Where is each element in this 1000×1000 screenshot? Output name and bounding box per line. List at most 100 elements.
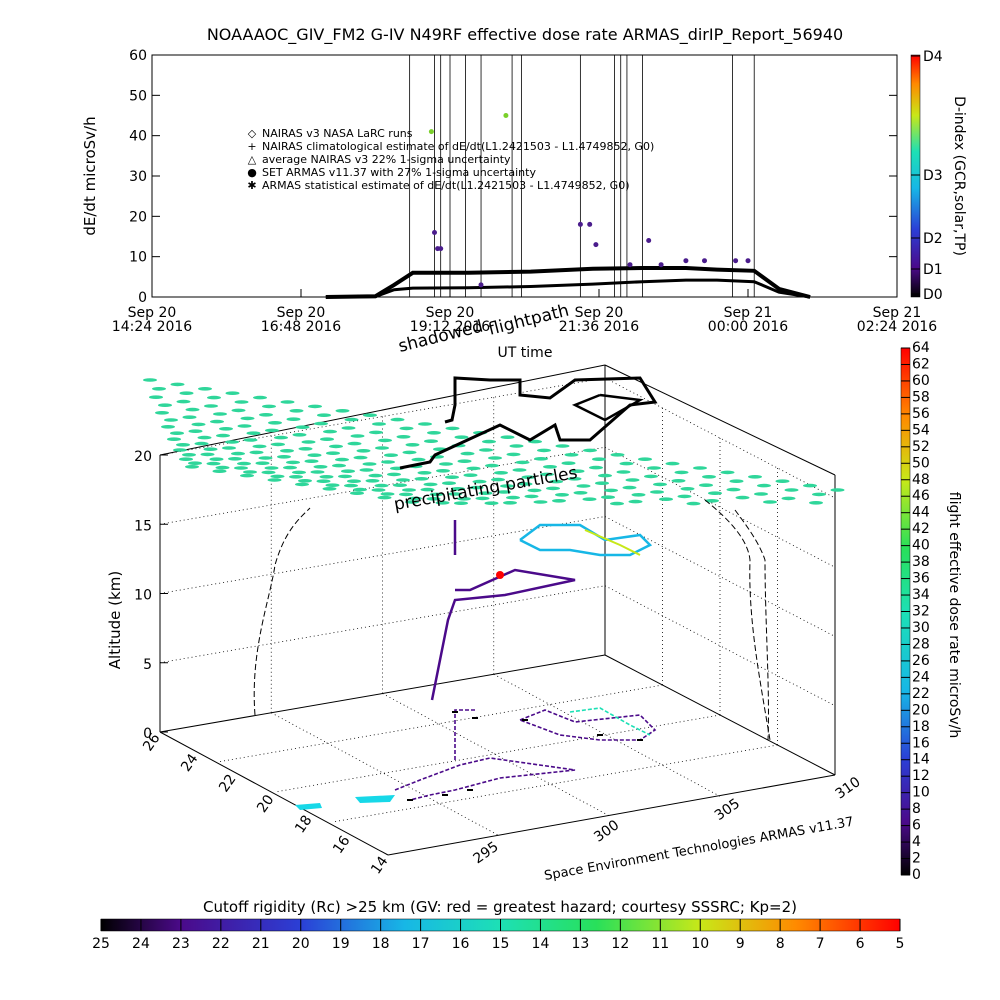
- particle-marker: [405, 500, 419, 504]
- particle-marker: [329, 444, 343, 449]
- cutoff-tick-label: 10: [691, 936, 709, 952]
- armas-point: [593, 242, 599, 248]
- dose-tick-label: 38: [912, 554, 930, 570]
- particle-marker: [457, 459, 472, 464]
- particle-marker: [812, 492, 826, 497]
- particle-marker: [262, 404, 276, 409]
- d-index-tick-label: D1: [923, 262, 943, 278]
- particle-marker: [234, 400, 249, 404]
- cutoff-tick-label: 20: [292, 936, 310, 952]
- cutoff-tick-label: 13: [571, 936, 589, 952]
- armas-point: [478, 282, 484, 288]
- dose-tick-label: 4: [912, 834, 921, 850]
- particle-marker: [402, 488, 416, 492]
- particle-marker: [757, 483, 771, 488]
- longitude-tick-label: 295: [471, 839, 502, 867]
- cutoff-tick-label: 16: [452, 936, 470, 952]
- particle-marker: [326, 451, 340, 456]
- particle-marker: [417, 471, 432, 475]
- armas-point: [428, 129, 434, 135]
- particle-marker: [564, 453, 579, 457]
- x-tick-time: 02:24 2016: [857, 319, 938, 335]
- particle-marker: [176, 443, 190, 447]
- particle-marker: [436, 469, 450, 473]
- dose-tick-label: 24: [912, 669, 930, 685]
- particle-marker: [653, 482, 667, 487]
- particle-marker: [280, 400, 295, 404]
- d-index-tick-label: D3: [923, 168, 943, 184]
- cutoff-patch-1: [295, 803, 322, 810]
- particle-marker: [521, 475, 536, 480]
- particle-marker: [610, 501, 624, 506]
- particle-marker: [143, 378, 157, 382]
- particle-marker: [424, 439, 438, 444]
- particle-marker: [396, 435, 411, 439]
- d-index-label: D-index (GCR,solar,TP): [951, 96, 967, 256]
- y-tick-label: 10: [129, 250, 147, 266]
- y-tick-label: 30: [129, 169, 147, 185]
- latitude-tick-label: 22: [216, 772, 239, 796]
- particle-marker: [240, 416, 255, 421]
- d-index-tick-label: D0: [923, 287, 943, 303]
- legend-entry: NAIRAS v3 NASA LaRC runs: [262, 127, 413, 140]
- particle-marker: [265, 428, 279, 433]
- cutoff-tick-label: 9: [736, 936, 745, 952]
- particle-marker: [537, 448, 551, 453]
- latitude-tick-label: 14: [368, 853, 391, 877]
- particle-marker: [414, 477, 429, 481]
- particle-marker: [699, 483, 713, 488]
- particle-marker: [451, 487, 465, 491]
- particle-marker: [549, 479, 563, 484]
- grid-line-side: [604, 516, 836, 637]
- particle-marker: [402, 450, 417, 455]
- particle-marker: [561, 461, 576, 466]
- particle-marker: [784, 488, 799, 492]
- particle-marker: [720, 470, 735, 475]
- particle-marker: [249, 450, 264, 455]
- armas-point: [627, 262, 633, 268]
- particle-marker: [194, 441, 209, 446]
- particle-marker: [418, 422, 432, 426]
- dose-tick-label: 8: [912, 801, 921, 817]
- flightpath-ground-loop: [569, 707, 651, 736]
- dose-tick-label: 26: [912, 653, 930, 669]
- particle-marker: [543, 465, 557, 469]
- armas-point: [702, 258, 707, 264]
- armas-point: [587, 221, 593, 227]
- flightpath-ground-projection: [394, 709, 657, 801]
- particle-marker: [644, 474, 658, 479]
- particle-marker: [598, 473, 612, 478]
- cutoff-tick-label: 14: [532, 936, 550, 952]
- particle-marker: [705, 499, 719, 503]
- dose-tick-label: 46: [912, 488, 930, 504]
- particle-marker: [188, 461, 202, 466]
- particle-marker: [595, 481, 609, 486]
- particle-marker: [475, 496, 490, 501]
- particle-marker: [298, 447, 313, 451]
- particle-marker: [423, 482, 438, 487]
- particle-marker: [246, 431, 261, 436]
- longitude-tick-label: 305: [712, 796, 743, 824]
- particle-marker: [671, 479, 686, 483]
- particle-marker: [622, 485, 637, 490]
- particle-marker: [592, 457, 606, 462]
- flightpath-3d-highlight: [584, 529, 641, 556]
- flightpath-top-loop: [571, 393, 644, 422]
- particle-marker: [638, 457, 652, 462]
- particle-marker: [243, 470, 257, 474]
- particle-marker: [164, 418, 178, 422]
- particle-marker: [371, 488, 386, 492]
- particle-marker: [308, 404, 322, 409]
- dose-tick-label: 50: [912, 455, 930, 471]
- cutoff-tick-label: 24: [132, 936, 150, 952]
- dose-tick-label: 22: [912, 686, 930, 702]
- particle-marker: [216, 433, 230, 438]
- particle-marker: [763, 500, 777, 504]
- particle-marker: [323, 429, 337, 434]
- particle-marker: [494, 471, 508, 475]
- particle-marker: [365, 479, 380, 483]
- 3d-grid: [159, 377, 836, 837]
- x-tick-day: Sep 20: [277, 305, 326, 321]
- particle-marker: [316, 479, 331, 484]
